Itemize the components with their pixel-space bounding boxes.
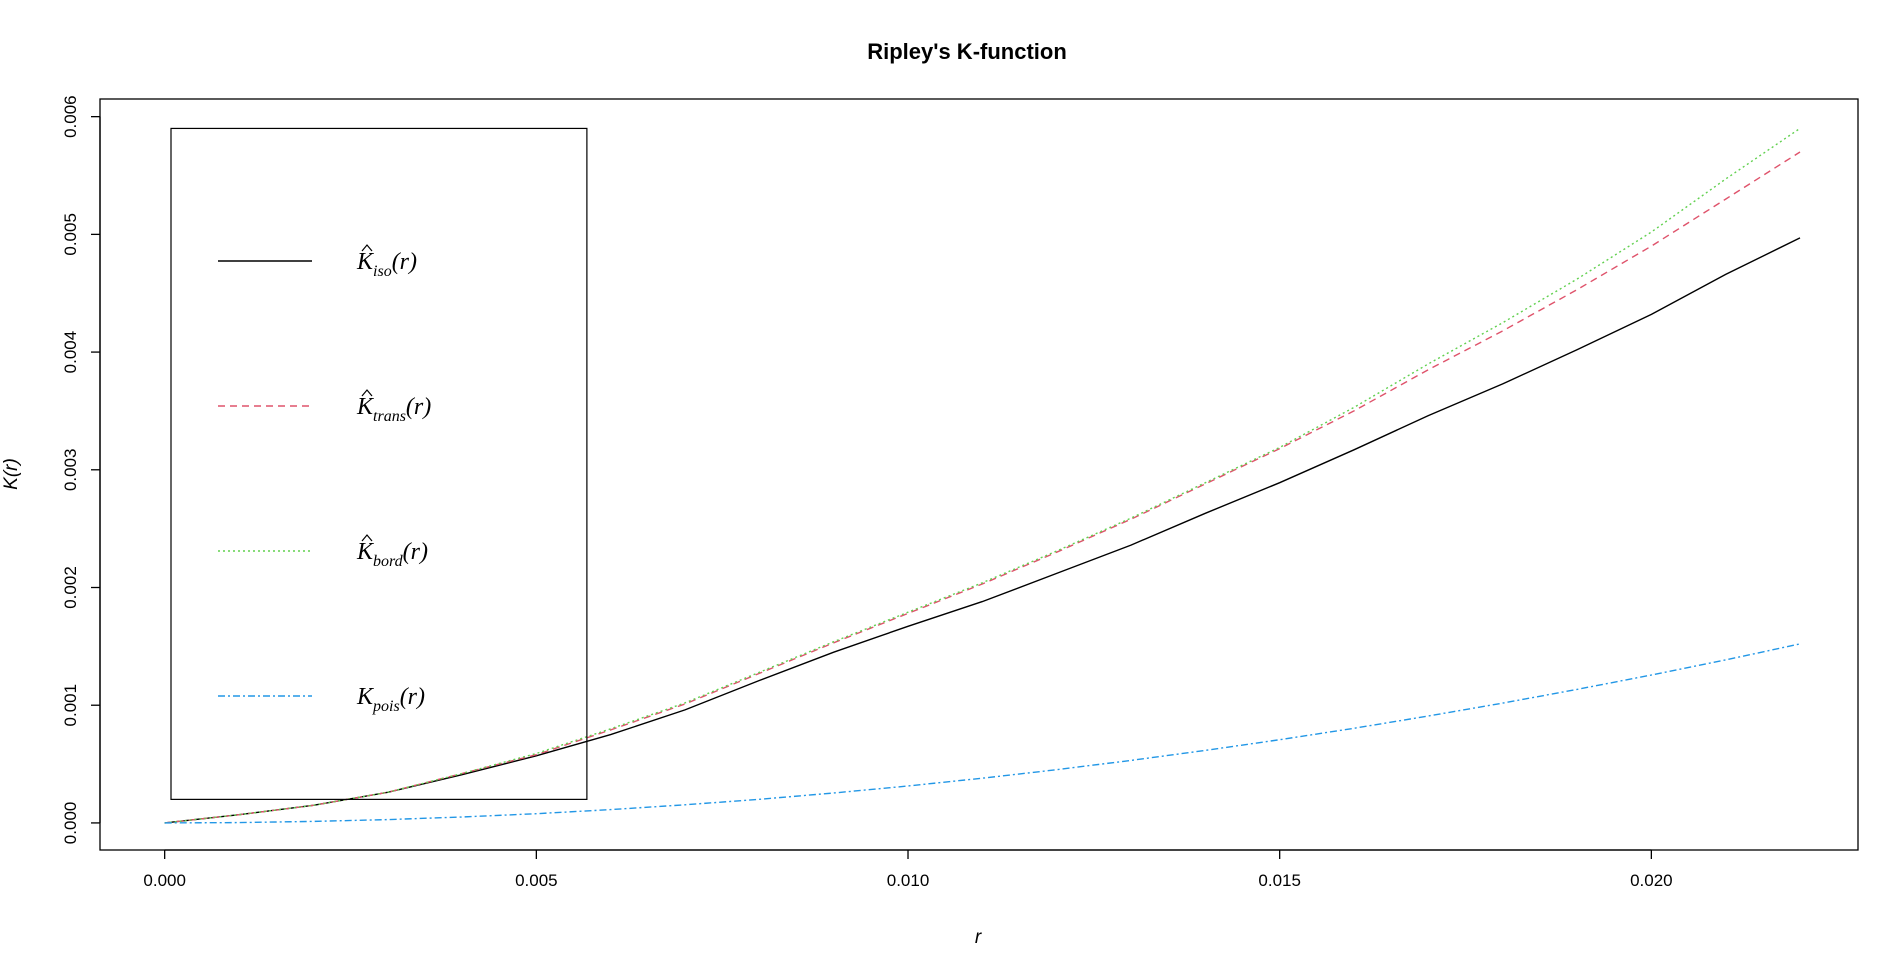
- legend-label-pois: Kpois(r): [356, 684, 425, 715]
- legend-symbol: K: [356, 684, 375, 710]
- legend-label-iso: Kiso(r): [356, 249, 417, 280]
- x-tick-label: 0.010: [887, 871, 930, 890]
- legend: Kiso(r)Ktrans(r)Kbord(r)Kpois(r): [170, 127, 588, 800]
- chart-title: Ripley's K-function: [867, 39, 1067, 64]
- legend-frame: [170, 127, 588, 800]
- legend-subscript: iso: [373, 263, 392, 280]
- legend-label-bord: Kbord(r): [356, 539, 428, 570]
- y-axis: 0.000 0.001 0.002 0.003 0.004 0.005 0.006: [61, 95, 101, 845]
- x-axis: 0.000 0.005 0.010 0.015 0.020: [143, 849, 1673, 890]
- plot-frame: [99, 98, 1859, 851]
- legend-symbol: K: [356, 539, 375, 565]
- legend-symbol: K: [356, 394, 375, 420]
- y-tick-label: 0.005: [61, 213, 80, 256]
- x-tick-label: 0.000: [143, 871, 186, 890]
- y-tick-label: 0.001: [61, 684, 80, 727]
- legend-subscript: trans: [373, 408, 406, 425]
- x-tick-label: 0.020: [1630, 871, 1673, 890]
- legend-hat-mark: [361, 389, 373, 397]
- y-tick-label: 0.006: [61, 95, 80, 138]
- y-axis-label: K(r): [1, 458, 22, 490]
- legend-symbol: K: [356, 249, 375, 275]
- series-layer: [164, 127, 1801, 824]
- legend-argument: (r): [400, 684, 425, 710]
- legend-argument: (r): [392, 249, 417, 275]
- x-tick-label: 0.015: [1258, 871, 1301, 890]
- series-line-bord: [164, 127, 1801, 824]
- y-tick-label: 0.000: [61, 802, 80, 845]
- legend-subscript: bord: [373, 553, 404, 570]
- legend-hat-mark: [361, 534, 373, 542]
- legend-argument: (r): [403, 539, 428, 565]
- legend-hat-mark: [361, 244, 373, 252]
- legend-argument: (r): [406, 394, 431, 420]
- y-tick-label: 0.003: [61, 449, 80, 492]
- series-line-iso: [164, 237, 1801, 824]
- x-axis-label: r: [975, 927, 982, 948]
- y-tick-label: 0.002: [61, 566, 80, 609]
- x-tick-label: 0.005: [515, 871, 558, 890]
- legend-label-trans: Ktrans(r): [356, 394, 431, 425]
- series-line-pois: [164, 643, 1801, 824]
- legend-subscript: pois: [372, 698, 400, 715]
- y-tick-label: 0.004: [61, 331, 80, 374]
